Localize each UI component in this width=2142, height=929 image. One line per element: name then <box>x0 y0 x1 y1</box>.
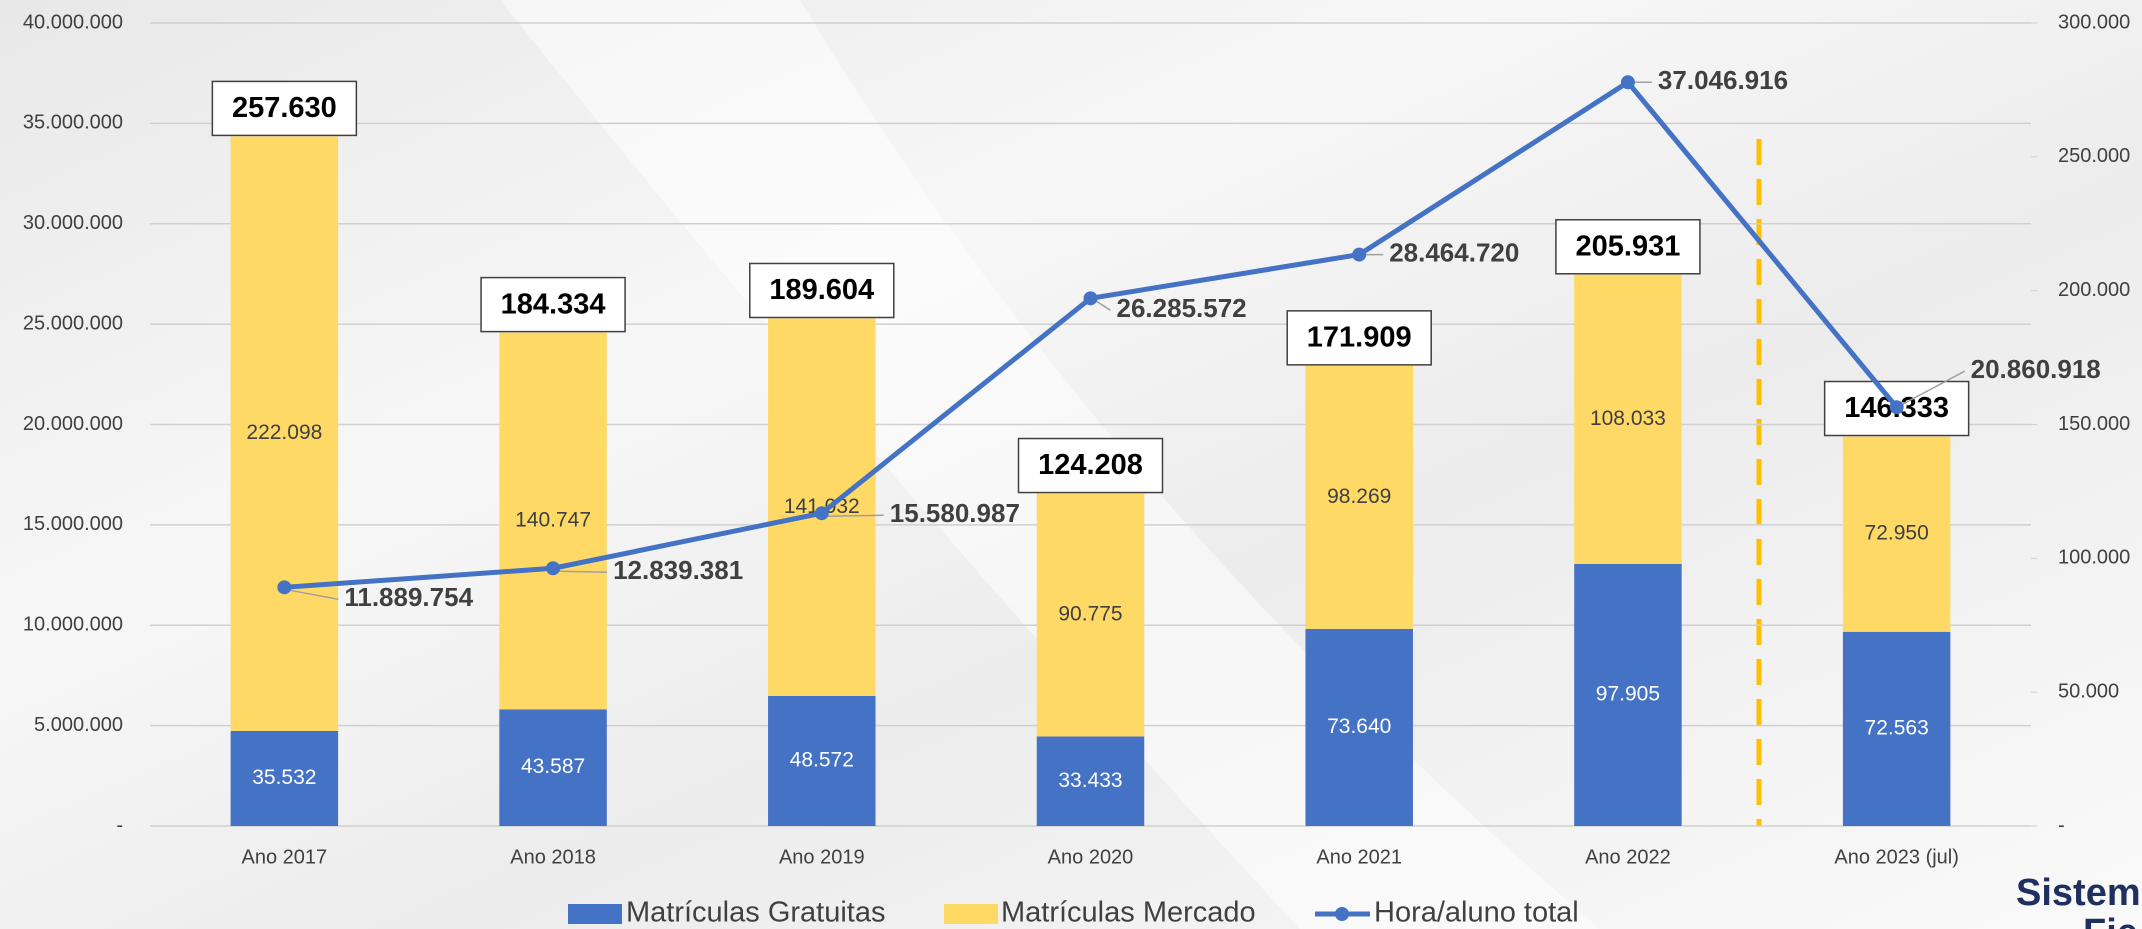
line-value-label: 37.046.916 <box>1658 65 1788 95</box>
bar-value-label: 73.640 <box>1327 715 1391 738</box>
bar-value-label: 43.587 <box>521 755 585 778</box>
legend-label: Hora/aluno total <box>1374 897 1579 929</box>
y-tick-label: 25.000.000 <box>23 312 123 334</box>
bar-segment <box>1036 493 1145 737</box>
x-tick-label: Ano 2023 (jul) <box>1834 846 1959 868</box>
total-label-box <box>1017 437 1164 494</box>
logo-text: Fie <box>2083 912 2138 929</box>
bar-segment <box>1305 365 1413 629</box>
y-tick-label: 20.000.000 <box>23 413 123 435</box>
line-value-label: 15.580.987 <box>890 498 1020 528</box>
x-tick-label: Ano 2017 <box>242 846 328 868</box>
legend-swatch <box>1335 907 1349 921</box>
bar-value-label: 48.572 <box>790 749 854 772</box>
x-tick-label: Ano 2021 <box>1316 846 1402 868</box>
leader-line <box>1096 300 1111 311</box>
y-tick-label: 30.000.000 <box>23 212 123 234</box>
bar-value-label: 98.269 <box>1327 485 1391 508</box>
bar-segment <box>1842 631 1951 826</box>
bar-value-label: 72.563 <box>1865 716 1929 739</box>
bar-segment <box>1305 628 1413 826</box>
y-tick-label: 35.000.000 <box>23 112 123 134</box>
total-label-box <box>1555 219 1701 275</box>
bar-segment <box>1574 274 1682 564</box>
y2-tick-label: 250.000 <box>2058 145 2130 167</box>
bar-segment <box>499 332 607 710</box>
y-tick-label: - <box>116 814 123 836</box>
y2-tick-label: 200.000 <box>2058 279 2130 301</box>
line-point <box>1352 247 1367 262</box>
total-label-box <box>1286 310 1432 366</box>
logo-text: Sistem <box>2016 872 2141 914</box>
leader-line <box>1902 370 1965 405</box>
legend-swatch <box>568 904 622 924</box>
bar-value-label: 33.433 <box>1058 769 1122 792</box>
bar-segment <box>768 695 876 826</box>
bar-segment <box>230 730 339 826</box>
bar-value-label: 97.905 <box>1596 683 1660 706</box>
line-value-label: 11.889.754 <box>344 582 473 612</box>
line-point <box>277 580 292 595</box>
total-label: 257.630 <box>232 92 337 124</box>
bar-segment <box>230 136 339 731</box>
total-label: 184.334 <box>501 288 606 320</box>
y2-tick-label: - <box>2058 814 2065 836</box>
total-label: 171.909 <box>1307 322 1412 354</box>
bar-value-label: 72.950 <box>1865 522 1929 545</box>
leader-line <box>290 589 339 601</box>
bar-segment <box>1574 563 1682 826</box>
bar-segment <box>499 709 607 826</box>
bar-segment <box>1036 736 1145 826</box>
y-tick-label: 5.000.000 <box>34 714 123 736</box>
bar-segment <box>1842 436 1951 632</box>
y2-tick-label: 100.000 <box>2058 547 2130 569</box>
y-tick-label: 15.000.000 <box>23 513 123 535</box>
total-label: 124.208 <box>1038 449 1143 481</box>
leader-line <box>559 570 608 573</box>
x-tick-label: Ano 2020 <box>1048 846 1134 868</box>
line-point <box>546 561 561 576</box>
y-tick-label: 40.000.000 <box>23 11 123 33</box>
x-tick-label: Ano 2019 <box>779 846 865 868</box>
total-label: 205.931 <box>1576 230 1681 262</box>
y2-tick-label: 150.000 <box>2058 413 2130 435</box>
x-tick-label: Ano 2022 <box>1585 846 1671 868</box>
bar-value-label: 108.033 <box>1590 407 1666 430</box>
total-label: 189.604 <box>769 274 874 306</box>
line-value-label: 12.839.381 <box>613 555 743 585</box>
x-tick-label: Ano 2018 <box>510 846 596 868</box>
line-value-label: 20.860.918 <box>1971 354 2101 384</box>
legend-label: Matrículas Gratuitas <box>626 897 885 929</box>
line-point <box>1083 291 1098 306</box>
legend-swatch <box>944 904 998 924</box>
legend-label: Matrículas Mercado <box>1001 897 1256 929</box>
y-tick-label: 10.000.000 <box>23 614 123 636</box>
line-value-label: 26.285.572 <box>1117 293 1247 323</box>
line-point <box>1889 400 1904 415</box>
total-label-box <box>480 276 626 333</box>
y2-tick-label: 300.000 <box>2058 11 2130 33</box>
line-point <box>814 506 829 521</box>
total-label-box <box>211 80 358 137</box>
bar-value-label: 140.747 <box>515 509 591 532</box>
line-value-label: 28.464.720 <box>1389 237 1519 267</box>
bar-value-label: 222.098 <box>246 421 322 444</box>
line-point <box>1620 75 1635 90</box>
bar-value-label: 90.775 <box>1058 603 1122 626</box>
total-label-box <box>749 262 895 319</box>
bar-value-label: 35.532 <box>252 766 316 789</box>
leader-line <box>827 514 884 517</box>
y2-tick-label: 50.000 <box>2058 680 2119 702</box>
